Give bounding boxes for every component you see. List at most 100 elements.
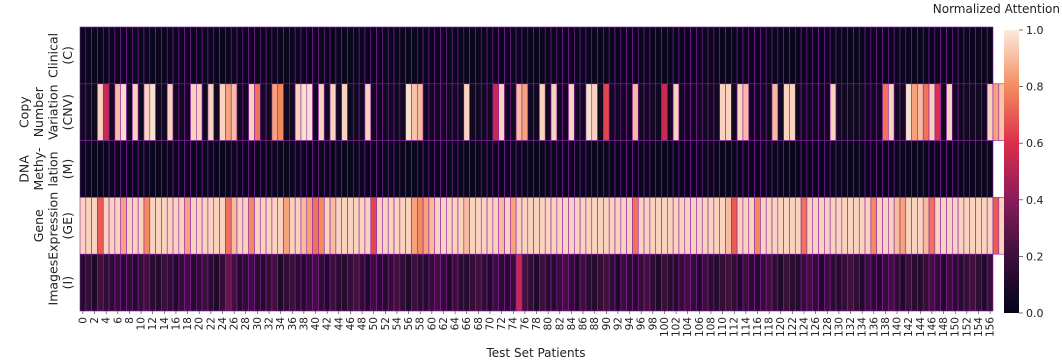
heatmap-cell <box>155 83 162 141</box>
heatmap-cell <box>655 253 662 312</box>
heatmap-cell <box>446 140 453 198</box>
heatmap-cell <box>236 197 244 255</box>
heatmap-cell <box>364 197 372 255</box>
x-tick-label: 88 <box>589 317 601 330</box>
heatmap-cell <box>323 83 331 141</box>
heatmap-cell <box>498 140 505 198</box>
heatmap-cell <box>562 83 569 141</box>
heatmap-cell <box>824 197 831 255</box>
heatmap-cell <box>876 197 883 255</box>
modality-label-line: Gene <box>31 209 46 242</box>
heatmap-cell <box>85 26 92 85</box>
heatmap-cell <box>812 197 819 255</box>
heatmap-cell <box>510 253 517 312</box>
heatmap-cell <box>225 197 232 255</box>
heatmap-cell <box>463 140 470 198</box>
heatmap-cell <box>446 83 453 141</box>
heatmap-cell <box>620 26 627 85</box>
heatmap-cell <box>207 140 215 198</box>
heatmap-cell <box>387 26 395 85</box>
x-tick-label: 140 <box>892 317 904 337</box>
heatmap-cell <box>271 253 279 312</box>
heatmap-cell <box>917 140 924 198</box>
heatmap-cell <box>632 140 639 198</box>
heatmap-cell <box>149 197 156 255</box>
heatmap-cell <box>230 26 238 85</box>
heatmap-cell <box>544 140 552 198</box>
heatmap-cell <box>608 26 616 85</box>
heatmap-cell <box>579 253 587 312</box>
heatmap-cell <box>876 253 883 312</box>
heatmap-cell <box>440 253 447 312</box>
heatmap-cell <box>922 253 930 312</box>
heatmap-cell <box>213 26 220 85</box>
heatmap-cell <box>754 26 761 85</box>
heatmap-cell <box>696 26 703 85</box>
heatmap-cell <box>353 26 360 85</box>
heatmap-cell <box>376 140 383 198</box>
modality-label: Images (I) <box>46 260 76 306</box>
x-tick-label: 74 <box>508 317 520 331</box>
heatmap-cell <box>946 26 953 85</box>
heatmap-cell <box>928 197 936 255</box>
heatmap-cell <box>230 197 238 255</box>
heatmap-cell <box>504 26 511 85</box>
heatmap-cell <box>353 140 360 198</box>
heatmap-cell <box>713 140 720 198</box>
heatmap-cell <box>341 83 348 141</box>
heatmap-cell <box>492 253 500 312</box>
heatmap-cell <box>957 26 965 85</box>
heatmap-cell <box>696 140 703 198</box>
heatmap-cell <box>725 140 732 198</box>
heatmap-cell <box>416 83 424 141</box>
heatmap-cell <box>132 253 139 312</box>
heatmap-cell <box>637 26 645 85</box>
heatmap-cell <box>841 83 848 141</box>
heatmap-cell <box>172 140 180 198</box>
heatmap-cell <box>137 140 145 198</box>
heatmap-cell <box>79 140 87 198</box>
heatmap-cell <box>521 253 529 312</box>
heatmap-cell <box>794 140 802 198</box>
heatmap-cell <box>515 140 523 198</box>
heatmap-cell <box>323 253 331 312</box>
heatmap-cell <box>399 253 406 312</box>
heatmap-cell <box>248 140 255 198</box>
heatmap-cell <box>527 197 534 255</box>
heatmap-cell <box>97 26 104 85</box>
heatmap-cell <box>457 253 465 312</box>
x-tick-label: 4 <box>101 317 113 324</box>
heatmap-cell <box>568 197 575 255</box>
x-tick-label: 26 <box>229 317 241 331</box>
heatmap-cell <box>934 26 941 85</box>
heatmap-cell <box>585 197 593 255</box>
x-tick-label: 16 <box>170 317 182 331</box>
heatmap-cell <box>166 197 174 255</box>
heatmap-cell <box>951 83 959 141</box>
heatmap-cell <box>399 26 406 85</box>
heatmap-cell <box>614 140 622 198</box>
heatmap-cell <box>242 83 249 141</box>
heatmap-cell <box>789 197 796 255</box>
heatmap-cell <box>957 140 965 198</box>
heatmap-cell <box>126 83 133 141</box>
modality-label-line: (CNV) <box>60 94 75 130</box>
heatmap-cell <box>79 83 87 141</box>
x-tick-label: 142 <box>903 317 915 337</box>
heatmap-cell <box>940 83 947 141</box>
heatmap-cell <box>527 83 534 141</box>
heatmap-cell <box>108 26 116 85</box>
heatmap-cell <box>259 83 267 141</box>
heatmap-cell <box>882 197 889 255</box>
heatmap-cell <box>463 197 470 255</box>
heatmap-cell <box>364 253 372 312</box>
heatmap-cell <box>614 26 622 85</box>
heatmap-cell <box>806 197 814 255</box>
heatmap-cell <box>713 197 720 255</box>
heatmap-cell <box>265 253 273 312</box>
x-tick-label: 104 <box>682 317 694 337</box>
heatmap-cell <box>678 26 686 85</box>
heatmap-cell <box>975 140 982 198</box>
x-tick-label: 80 <box>543 317 555 330</box>
heatmap-cell <box>201 83 209 141</box>
